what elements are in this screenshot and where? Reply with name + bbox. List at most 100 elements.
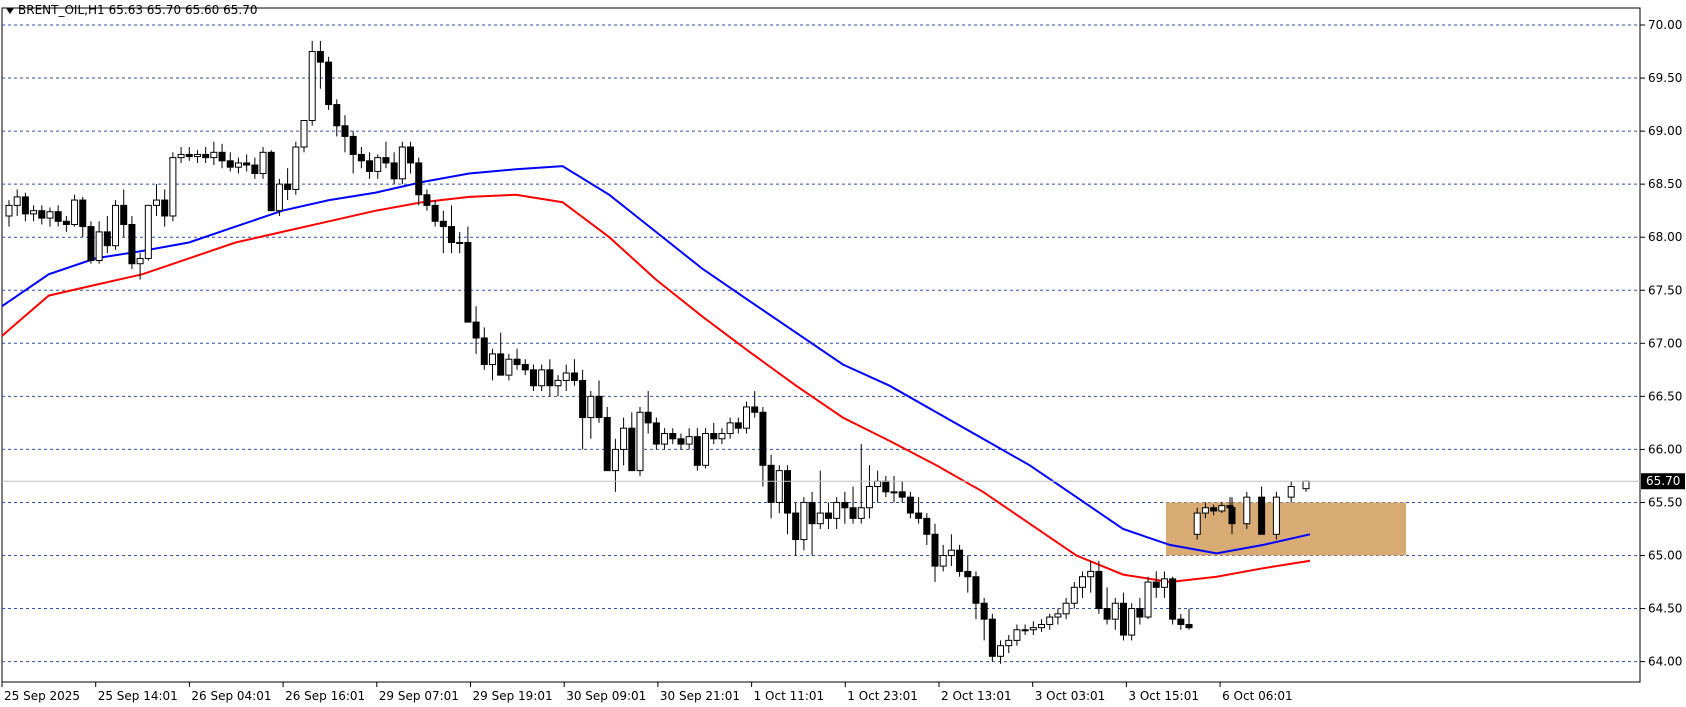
candle [1201,502,1209,519]
candle-body-up [30,210,38,215]
y-tick-label: 64.00 [1648,655,1682,669]
candle [136,253,144,280]
candle [267,150,275,212]
candle [144,204,152,261]
candle [554,375,562,397]
candle [513,348,521,370]
candle-body-up [939,555,947,567]
candle [865,465,873,519]
candle-body-up [1070,586,1078,604]
candle [759,406,767,487]
candle [808,491,816,556]
candle [202,147,210,163]
candle [153,184,161,216]
candle [1243,491,1251,529]
candle [38,205,46,225]
candle-body-down [1152,581,1160,588]
candle-body-up [636,411,644,472]
dropdown-triangle-icon[interactable] [6,7,14,14]
candle-body-up [1160,578,1168,588]
candle [30,205,38,222]
candle [833,497,841,529]
candle [103,215,111,254]
candle [1078,571,1086,598]
candle [1029,621,1037,636]
candle [423,189,431,211]
candle-body-down [1136,608,1144,618]
x-tick-label: 3 Oct 15:01 [1128,689,1199,703]
candle-body-up [775,470,783,503]
candle-body-down [325,61,333,106]
candle [915,497,923,524]
candle-body-down [38,210,46,219]
candle-body-down [439,220,447,228]
price-tag-layer: 65.70 [2,473,1685,490]
candle-body-up [1128,608,1136,636]
candle-body-down [513,358,521,366]
candle [923,513,931,545]
candle [611,438,619,492]
candle-body-up [95,231,103,262]
candle [792,502,800,556]
candle [1152,571,1160,598]
candle [521,359,529,376]
candle [1218,502,1226,514]
candle-body-down [734,422,742,429]
time-axis: 25 Sep 2025 25 Sep 14:01 26 Sep 04:01 26 Se… [1,682,1293,703]
candle [275,178,283,216]
candle [464,226,472,323]
candle [226,152,234,172]
candle [1302,480,1310,492]
candle [997,640,1005,664]
candle-body-down [120,204,128,225]
candle-body-up [1054,613,1062,618]
candle [128,215,136,270]
candle-body-up [611,448,619,472]
y-tick-label: 65.00 [1648,549,1682,563]
candle [1095,560,1103,614]
candle-body-up [1302,480,1310,490]
y-tick-label: 68.00 [1648,230,1682,244]
candle [743,401,751,434]
candle-body-down [693,436,701,466]
candle-body-down [898,491,906,498]
candle [382,141,390,169]
candle [374,154,382,179]
candle-body-up [13,196,21,206]
candle [505,353,513,381]
y-tick-label: 66.00 [1648,442,1682,456]
candle [1177,613,1185,630]
candle [562,364,570,392]
candle-body-up [702,432,710,466]
candle [390,152,398,185]
candle [1021,624,1029,636]
candle [538,364,546,392]
candle [185,147,193,161]
candle-body-up [398,146,406,180]
candle [1013,624,1021,646]
candle [415,157,423,206]
candle-body-up [71,199,79,225]
candle-body-down [579,379,587,419]
candle [112,200,120,250]
candle [13,189,21,216]
candle [259,147,267,179]
candle-body-up [890,491,898,494]
candle [824,502,832,529]
x-tick-label: 6 Oct 06:01 [1222,689,1293,703]
candle [251,157,259,179]
candle-body-down [423,194,431,206]
candle [595,380,603,423]
candle [1144,576,1152,620]
candle [636,406,644,476]
candle [775,465,783,514]
candle [652,417,660,450]
candle [497,332,505,376]
candle-body-down [988,618,996,657]
candle-body-down [956,549,964,572]
candle [1272,491,1280,540]
candle [570,359,578,386]
candle-body-up [5,204,13,217]
candle-body-up [1243,496,1251,525]
